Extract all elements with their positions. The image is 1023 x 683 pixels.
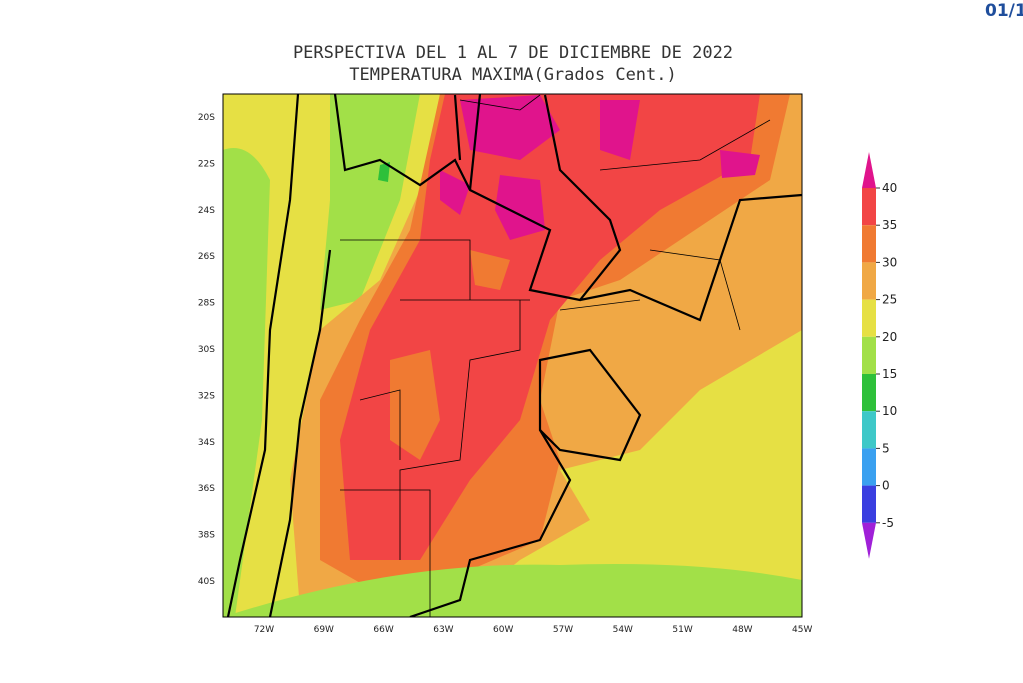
- lat-label: 32S: [198, 391, 215, 401]
- lat-label: 26S: [198, 252, 215, 262]
- lon-label: 51W: [672, 625, 692, 635]
- colorbar-segment: [862, 262, 876, 300]
- colorbar-segment: [862, 336, 876, 374]
- colorbar-label: 20: [882, 330, 897, 344]
- colorbar-label: 0: [882, 479, 890, 493]
- lat-label: 34S: [198, 438, 215, 448]
- lat-label: 36S: [198, 484, 215, 494]
- lon-label: 48W: [732, 625, 752, 635]
- lon-label: 63W: [433, 625, 453, 635]
- lat-label: 30S: [198, 345, 215, 355]
- lon-label: 72W: [254, 625, 274, 635]
- colorbar-segment: [862, 225, 876, 263]
- map: [223, 94, 802, 617]
- colorbar-label: 15: [882, 367, 897, 381]
- lat-label: 40S: [198, 577, 215, 587]
- lon-label: 45W: [792, 625, 812, 635]
- lon-label: 54W: [613, 625, 633, 635]
- colorbar-segment: [862, 448, 876, 486]
- colorbar-cap: [862, 522, 876, 559]
- colorbar-cap: [862, 152, 876, 188]
- title: PERSPECTIVA DEL 1 AL 7 DE DICIEMBRE DE 2…: [293, 43, 733, 63]
- lat-label: 24S: [198, 206, 215, 216]
- lat-label: 20S: [198, 113, 215, 123]
- colorbar-label: 35: [882, 218, 897, 232]
- colorbar-label: 5: [882, 441, 890, 455]
- lon-label: 66W: [373, 625, 393, 635]
- date-fragment: 01/1: [985, 1, 1023, 21]
- colorbar-label: 30: [882, 255, 897, 269]
- lon-label: 57W: [553, 625, 573, 635]
- colorbar-label: -5: [882, 516, 894, 530]
- colorbar-segment: [862, 485, 876, 523]
- map-frame: [222, 93, 803, 618]
- subtitle: TEMPERATURA MAXIMA(Grados Cent.): [349, 65, 677, 85]
- colorbar-segment: [862, 374, 876, 412]
- colorbar-label: 40: [882, 181, 897, 195]
- lon-label: 69W: [314, 625, 334, 635]
- lon-label: 60W: [493, 625, 513, 635]
- colorbar-segment: [862, 188, 876, 226]
- lat-label: 22S: [198, 159, 215, 169]
- colorbar-label: 25: [882, 293, 897, 307]
- colorbar-label: 10: [882, 404, 897, 418]
- colorbar-segment: [862, 411, 876, 449]
- lat-label: 28S: [198, 299, 215, 309]
- lat-label: 38S: [198, 531, 215, 541]
- colorbar-segment: [862, 299, 876, 337]
